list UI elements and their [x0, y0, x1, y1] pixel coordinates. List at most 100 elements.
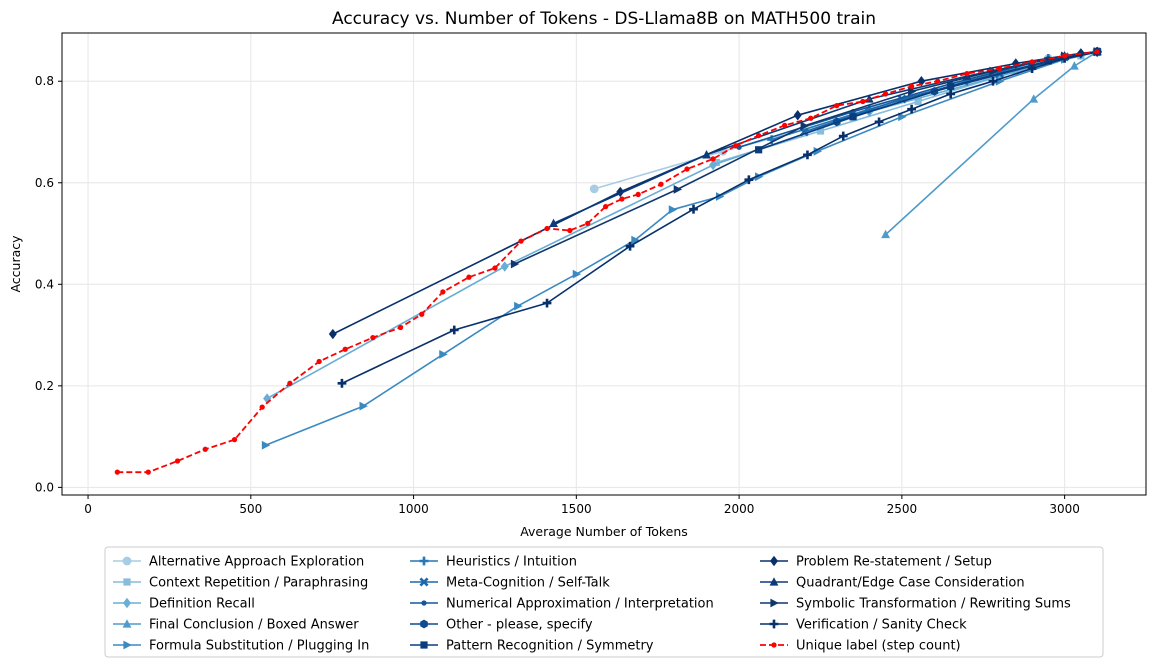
data-point [259, 404, 265, 410]
legend-entry: Context Repetition / Paraphrasing [113, 576, 368, 591]
legend-marker [769, 619, 779, 629]
data-point [631, 235, 640, 245]
data-point [572, 269, 582, 279]
series-line [265, 51, 1098, 446]
chart-title: Accuracy vs. Number of Tokens - DS-Llama… [332, 9, 876, 29]
legend-marker [421, 600, 427, 606]
data-point [510, 259, 520, 269]
legend-label: Quadrant/Edge Case Consideration [796, 576, 1025, 591]
legend-entry: Other - please, specify [410, 618, 593, 633]
legend-marker [769, 577, 779, 586]
data-point [996, 65, 1003, 72]
legend-label: Other - please, specify [446, 618, 593, 633]
x-tick-label: 1500 [561, 502, 592, 516]
legend-entry: Heuristics / Intuition [410, 555, 577, 570]
data-point [328, 328, 337, 340]
data-point [514, 301, 523, 311]
data-point [755, 172, 764, 182]
data-point [715, 192, 725, 201]
legend-label: Alternative Approach Exploration [149, 555, 364, 570]
data-point [145, 469, 151, 475]
data-point [542, 298, 552, 308]
legend-frame [104, 546, 1104, 658]
x-tick-label: 3000 [1049, 502, 1080, 516]
data-point [935, 78, 941, 84]
legend-marker [770, 555, 778, 567]
data-point [834, 102, 840, 109]
data-point [602, 203, 609, 210]
legend-label: Heuristics / Intuition [446, 555, 577, 570]
y-tick-label: 0.0 [35, 480, 54, 494]
plot-frame [61, 32, 1147, 496]
legend-label: Context Repetition / Paraphrasing [149, 576, 368, 591]
x-axis-label: Average Number of Tokens [520, 524, 688, 539]
legend-label: Problem Re-statement / Setup [796, 555, 992, 570]
data-point [174, 458, 181, 464]
legend-label: Formula Substitution / Plugging In [149, 639, 369, 654]
data-point [689, 204, 698, 214]
legend-label: Pattern Recognition / Symmetry [446, 639, 654, 654]
series-4 [261, 47, 1102, 450]
series-line [266, 51, 1098, 400]
data-point [466, 274, 472, 280]
data-point [673, 184, 683, 194]
series-line [514, 51, 1098, 265]
data-point [709, 159, 718, 171]
data-point [202, 446, 208, 452]
data-point [684, 166, 690, 172]
data-point [492, 265, 498, 271]
data-point [287, 380, 293, 386]
legend-label: Definition Recall [149, 597, 255, 612]
legend-marker [420, 641, 428, 649]
legend-marker [123, 597, 131, 609]
data-point [397, 324, 404, 331]
y-axis-label: Accuracy [8, 235, 23, 293]
legend-label: Meta-Cognition / Self-Talk [446, 576, 610, 591]
data-point [261, 440, 271, 450]
data-point [860, 98, 866, 105]
data-point [964, 70, 970, 77]
data-point [619, 196, 625, 202]
data-point [1069, 61, 1079, 70]
data-point [947, 82, 955, 90]
data-point [370, 334, 376, 341]
y-tick-label: 0.4 [35, 277, 54, 291]
legend-marker [419, 577, 429, 587]
data-point [782, 122, 788, 129]
data-point [449, 325, 459, 335]
data-point [898, 112, 907, 122]
data-point [1029, 94, 1039, 103]
data-point [733, 143, 739, 149]
data-point [808, 115, 814, 121]
data-point [316, 358, 322, 365]
data-point [1012, 67, 1020, 75]
legend-entry: Unique label (step count) [760, 639, 961, 654]
data-point [881, 229, 890, 239]
series-13 [337, 47, 1102, 388]
legend-marker [770, 598, 779, 608]
legend-marker [420, 619, 428, 629]
data-point [712, 158, 720, 167]
data-point [518, 238, 524, 244]
y-tick-label: 0.6 [35, 176, 54, 190]
legend-entry: Formula Substitution / Plugging In [113, 639, 369, 654]
data-point [419, 311, 425, 317]
legend-entry: Final Conclusion / Boxed Answer [113, 618, 359, 633]
legend-entry: Quadrant/Edge Case Consideration [760, 576, 1025, 591]
legend-label: Numerical Approximation / Interpretation [446, 597, 714, 612]
legend-label: Symbolic Transformation / Rewriting Sums [796, 597, 1071, 612]
legend-entry: Numerical Approximation / Interpretation [410, 597, 714, 612]
data-point [882, 91, 889, 97]
data-point [816, 127, 825, 135]
legend-entry: Alternative Approach Exploration [113, 555, 364, 570]
data-point [567, 227, 573, 234]
grid-lines [62, 33, 1146, 495]
data-point [1061, 53, 1068, 59]
legend: Alternative Approach Exploration Context … [104, 546, 1104, 658]
legend-label: Unique label (step count) [796, 639, 961, 654]
series-line [885, 51, 1098, 236]
data-point [838, 131, 848, 141]
data-point [658, 181, 664, 187]
series-line [553, 51, 1098, 225]
series-10 [328, 46, 1102, 340]
